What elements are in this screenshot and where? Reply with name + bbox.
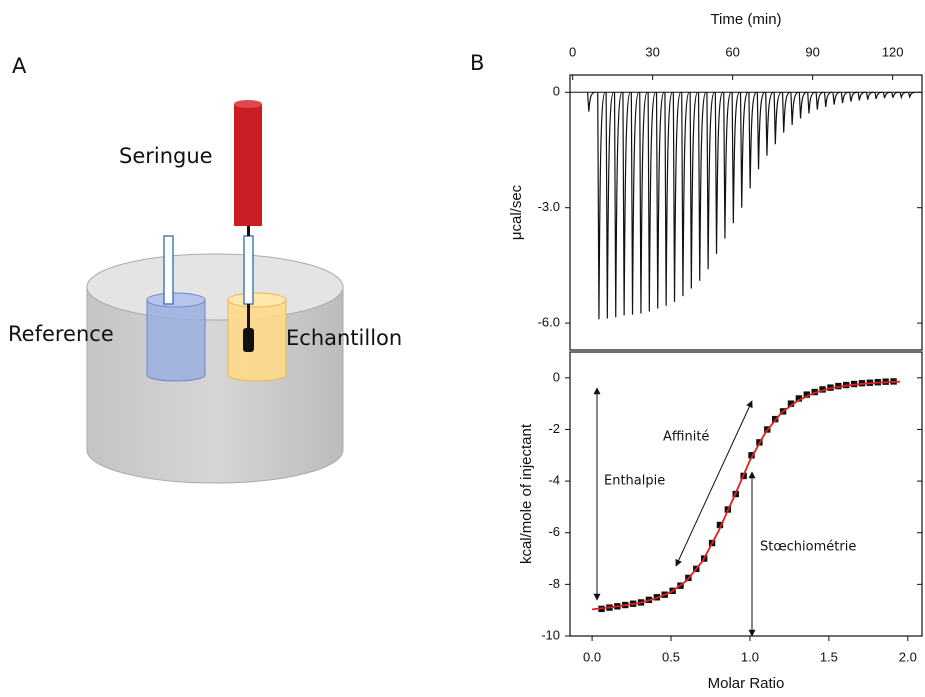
sample-cell-top (227, 292, 287, 308)
reference-label: Reference (8, 322, 114, 346)
injection-peak (630, 91, 640, 315)
reference-cell-top (146, 292, 206, 308)
fit-line (591, 380, 900, 611)
injection-peak (723, 91, 732, 239)
injection-peak (832, 91, 841, 105)
itc-diagram: A Seringue Reference Echantillon (8, 54, 402, 484)
plot-frame (569, 351, 923, 637)
injection-peak (689, 91, 699, 289)
data-point (819, 386, 826, 393)
data-point (787, 400, 795, 407)
annotation-arrow (675, 400, 753, 567)
x-tick-label: 2.0 (899, 649, 917, 664)
sample-label: Echantillon (286, 326, 402, 350)
y-tick-label: -8 (548, 576, 560, 591)
y-tick-label: -2 (548, 421, 560, 436)
injection-peak (840, 91, 849, 104)
x-tick-label: 0.5 (662, 649, 680, 664)
injection-peak (731, 91, 741, 224)
x-tick-label: 30 (645, 44, 659, 59)
x-tick-label: 120 (882, 44, 904, 59)
y-tick-label: -10 (541, 627, 560, 642)
sample-tube (243, 235, 254, 305)
plot-frame (569, 74, 923, 351)
y-tick-label: -6 (548, 524, 560, 539)
syringe (234, 104, 262, 226)
injection-peak (798, 91, 807, 119)
injection-peak (587, 91, 596, 112)
panel-label: B (470, 51, 484, 75)
injection-peak (781, 91, 791, 133)
injection-peak (756, 91, 766, 170)
x-axis-label: Time (min) (710, 11, 781, 28)
injection-peak (613, 91, 623, 318)
injection-peak (597, 91, 606, 320)
injection-peak (823, 91, 833, 107)
injection-peak (681, 91, 690, 297)
x-tick-label: 0.0 (583, 649, 601, 664)
injection-peak (765, 91, 774, 156)
data-point (795, 395, 803, 402)
injection-peak (605, 91, 615, 319)
injection-peak (907, 91, 917, 100)
injection-peak (773, 91, 782, 145)
injection-peak (807, 91, 816, 114)
injection-peak (874, 91, 883, 99)
injection-peak (647, 91, 657, 312)
injection-peak (655, 91, 665, 309)
annotation: Stœchiométrie (760, 540, 856, 555)
stirrer (243, 328, 254, 352)
syringe-top (234, 100, 262, 108)
injection-peak (748, 91, 757, 189)
injection-peak (672, 91, 682, 302)
y-tick-label: 0 (553, 369, 560, 384)
y-axis-label: kcal/mole of injectant (518, 423, 535, 564)
injection-peak (706, 91, 716, 270)
charts: 0 -3.0 -6.0 0 30 60 90 120 Time (min) μcal/sec 0 -2… (508, 11, 923, 692)
y-axis-label: μcal/sec (508, 184, 525, 240)
injection-peak (622, 91, 632, 316)
x-tick-label: 90 (805, 44, 819, 59)
x-tick-label: 0 (569, 44, 576, 59)
syringe-label: Seringue (119, 144, 213, 168)
panel-label: A (12, 54, 27, 78)
x-axis-label: Molar Ratio (708, 675, 785, 692)
injection-peak (815, 91, 824, 110)
injection-peak (865, 91, 875, 100)
injection-peak (697, 91, 707, 281)
reference-tube (163, 235, 174, 305)
injection-peak (790, 91, 799, 126)
reference-cell (146, 299, 206, 382)
injection-peak (664, 91, 674, 306)
injection-peak (891, 91, 900, 98)
x-tick-label: 1.5 (820, 649, 838, 664)
injection-peak (849, 91, 858, 102)
injection-peak (857, 91, 866, 101)
x-tick-label: 60 (725, 44, 739, 59)
x-tick-label: 1.0 (741, 649, 759, 664)
injection-peak (882, 91, 891, 99)
injection-peak (899, 91, 908, 100)
cell-top (86, 253, 344, 321)
sample-cell (227, 299, 287, 382)
data-point (803, 391, 810, 398)
annotation: Enthalpie (604, 474, 665, 489)
y-tick-label: -3.0 (538, 199, 560, 214)
y-tick-label: -4 (548, 473, 560, 488)
injection-peak (639, 91, 648, 314)
y-tick-label: 0 (553, 84, 560, 99)
y-tick-label: -6.0 (538, 315, 560, 330)
annotation: Affinité (663, 430, 709, 445)
injection-peak (739, 91, 749, 208)
injection-peak (714, 91, 724, 254)
